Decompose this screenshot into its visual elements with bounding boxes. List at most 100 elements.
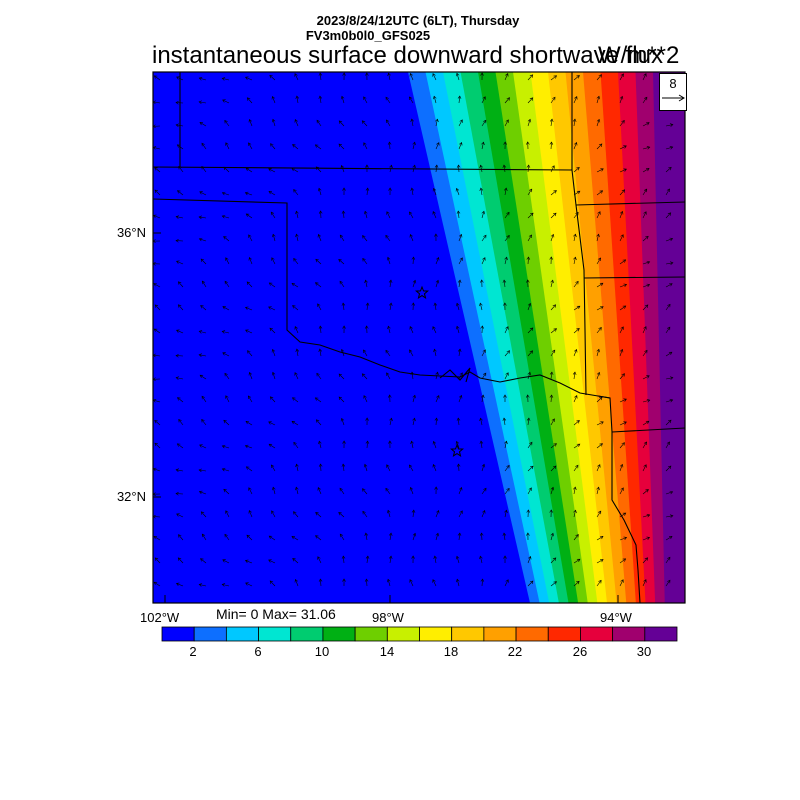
wind-arrow [596, 118, 601, 127]
wind-arrow [455, 72, 460, 81]
wind-arrow [292, 305, 299, 311]
wind-arrow [435, 256, 440, 265]
wind-arrow [223, 236, 230, 242]
wind-arrow [433, 348, 437, 357]
wind-arrow [432, 326, 437, 334]
wind-arrow [573, 509, 577, 518]
wind-arrow [481, 349, 486, 357]
wind-arrow [596, 486, 600, 495]
wind-arrow [642, 168, 650, 173]
wind-arrow [573, 348, 578, 357]
wind-arrow [481, 141, 485, 150]
wind-arrow [619, 189, 626, 196]
wind-arrow [364, 210, 368, 219]
wind-arrow [642, 326, 647, 334]
wind-arrow [365, 440, 370, 449]
wind-arrow [175, 491, 184, 496]
wind-arrow [201, 533, 207, 541]
wind-arrow [527, 234, 532, 242]
wind-arrow [619, 145, 627, 150]
wind-arrow [619, 373, 625, 380]
wind-arrow [364, 325, 369, 334]
wind-arrow [503, 394, 507, 403]
wind-arrow [295, 233, 299, 242]
wind-arrow [294, 73, 299, 81]
wind-arrow [479, 440, 484, 449]
wind-arrow [245, 76, 253, 81]
wind-arrow [245, 213, 253, 219]
wind-arrow [409, 349, 414, 357]
wind-arrow [481, 210, 485, 219]
wind-arrow [596, 190, 604, 196]
wind-arrow [338, 373, 345, 380]
wind-arrow [573, 328, 580, 334]
colorbar-swatch [193, 626, 227, 642]
wind-arrow [665, 536, 673, 541]
wind-arrow [200, 305, 207, 311]
wind-arrow [435, 395, 440, 403]
wind-arrow [527, 580, 534, 587]
wind-arrow [222, 99, 230, 104]
wind-arrow [270, 143, 276, 150]
wind-arrow [315, 512, 322, 518]
wind-arrow [504, 211, 510, 219]
wind-arrow [527, 487, 532, 495]
wind-arrow [481, 119, 487, 127]
wind-arrow [504, 235, 510, 242]
wind-arrow [642, 188, 648, 196]
wind-arrow [526, 256, 531, 265]
wind-arrow [177, 397, 184, 403]
wind-arrow [268, 168, 276, 173]
date-line: 2023/8/24/12UTC (6LT), Thursday [316, 13, 520, 28]
reference-arrow-icon [662, 94, 685, 102]
wind-arrow [365, 417, 369, 426]
wind-arrow [175, 238, 184, 243]
wind-arrow [596, 282, 604, 288]
wind-arrow [665, 441, 670, 449]
wind-arrow [596, 579, 602, 587]
wind-arrow [619, 95, 624, 104]
wind-arrow [550, 532, 555, 541]
wind-arrow [176, 329, 184, 334]
wind-arrow [527, 371, 531, 380]
wind-arrow [245, 582, 253, 587]
wind-arrow [268, 282, 276, 288]
wind-arrow [665, 303, 671, 311]
wind-arrow [665, 376, 674, 380]
wind-arrow [341, 210, 346, 219]
wind-arrow [458, 141, 463, 150]
colorbar-label: 10 [314, 644, 330, 659]
wind-arrow [411, 302, 416, 311]
wind-arrow [526, 164, 531, 173]
wind-arrow [365, 302, 370, 311]
wind-arrow [221, 467, 230, 472]
wind-arrow [481, 463, 486, 472]
wind-arrow [525, 394, 530, 403]
wind-arrow [362, 488, 368, 495]
wind-arrow [154, 419, 161, 426]
wind-arrow [619, 73, 624, 81]
wind-arrow [364, 578, 369, 587]
wind-arrow [198, 237, 207, 242]
wind-arrow [271, 464, 276, 472]
wind-arrow [573, 395, 578, 403]
wind-arrow [248, 371, 253, 380]
wind-arrow [246, 281, 253, 288]
wind-arrow [318, 95, 323, 104]
wind-arrow [596, 510, 602, 518]
wind-arrow [387, 509, 391, 518]
wind-arrow [527, 302, 532, 311]
wind-arrow [502, 417, 507, 426]
wind-arrow [433, 95, 437, 104]
wind-arrow [550, 233, 555, 242]
wind-arrow [271, 371, 276, 380]
wind-arrow [642, 122, 650, 127]
star-icon [450, 443, 464, 458]
wind-arrow [293, 189, 299, 196]
wind-arrow [596, 536, 604, 541]
wind-arrow [642, 304, 649, 311]
wind-arrow [177, 190, 184, 196]
wind-arrow [247, 350, 253, 357]
wind-arrow [244, 191, 253, 196]
